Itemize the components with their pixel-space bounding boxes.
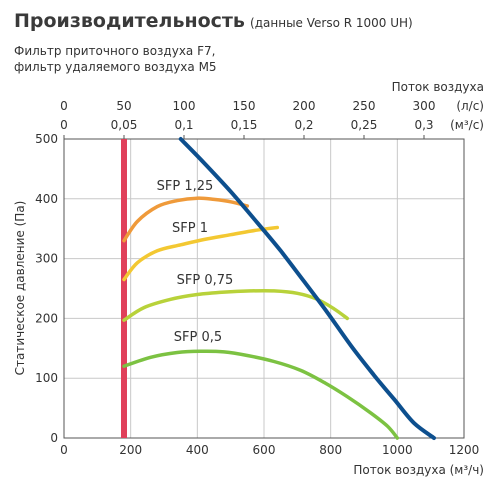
x-tick-label: 200 [119,443,142,457]
chart-title: Производительность [14,10,245,32]
series-label: SFP 1,25 [157,179,214,194]
filter-note-line-1: Фильтр приточного воздуха F7, [14,44,216,58]
top-axis-unit-m3s: (м³/с) [450,118,484,132]
x-tick-label: 0 [60,443,68,457]
y-tick-label: 0 [50,431,58,445]
y-tick-label: 300 [35,252,58,266]
top-tick-label-ls: 0 [60,99,68,113]
sfp-series-line [122,196,250,243]
sfp-series-line [122,349,400,440]
y-tick-label: 400 [35,192,58,206]
sfp-series-line [122,288,350,322]
top-tick-label-ls: 250 [353,99,376,113]
top-tick-label-m3s: 0,1 [174,118,193,132]
chart-title-block: Производительность (данные Verso R 1000 … [14,10,413,32]
x-tick-label: 800 [319,443,342,457]
top-tick-label-m3s: 0 [60,118,68,132]
y-tick-label: 100 [35,371,58,385]
y-tick-label: 200 [35,311,58,325]
top-tick-label-m3s: 0,3 [414,118,433,132]
top-tick-label-m3s: 0,15 [231,118,258,132]
top-axis-title: Поток воздуха [392,80,484,94]
y-tick-label: 500 [35,132,58,146]
top-tick-label-ls: 200 [293,99,316,113]
top-tick-label-m3s: 0,2 [294,118,313,132]
top-tick-label-ls: 300 [413,99,436,113]
x-tick-label: 400 [186,443,209,457]
y-axis-title: Статическое давление (Па) [13,201,27,376]
plot-frame [63,138,465,439]
x-tick-label: 1000 [382,443,413,457]
series-label: SFP 1 [172,221,208,236]
top-tick-label-ls: 100 [173,99,196,113]
fan-characteristic-line [178,137,436,440]
chart-subtitle: (данные Verso R 1000 UH) [250,16,413,30]
filter-note-line-2: фильтр удаляемого воздуха M5 [14,60,217,74]
top-tick-label-m3s: 0,25 [351,118,378,132]
top-tick-label-m3s: 0,05 [111,118,138,132]
top-tick-label-ls: 150 [233,99,256,113]
top-tick-label-ls: 50 [116,99,131,113]
x-axis-title: Поток воздуха (м³/ч) [353,463,484,477]
series-label: SFP 0,5 [174,330,222,345]
series-label: SFP 0,75 [177,273,234,288]
top-axis-unit-ls: (л/с) [456,99,484,113]
x-tick-label: 600 [253,443,276,457]
x-tick-label: 1200 [449,443,480,457]
